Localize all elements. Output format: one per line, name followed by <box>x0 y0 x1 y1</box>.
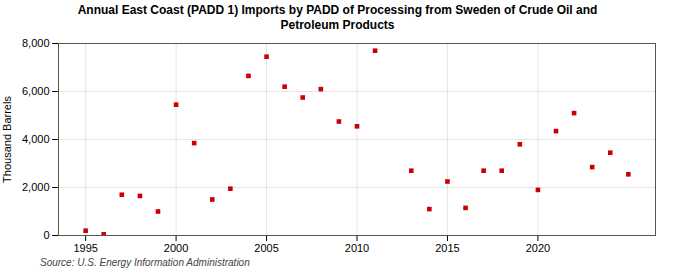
svg-text:8,000: 8,000 <box>22 37 50 49</box>
svg-text:2015: 2015 <box>435 242 459 254</box>
svg-text:2000: 2000 <box>164 242 188 254</box>
svg-text:2010: 2010 <box>345 242 369 254</box>
svg-text:2020: 2020 <box>526 242 550 254</box>
svg-text:1995: 1995 <box>73 242 97 254</box>
svg-text:6,000: 6,000 <box>22 85 50 97</box>
svg-text:2,000: 2,000 <box>22 181 50 193</box>
svg-text:4,000: 4,000 <box>22 133 50 145</box>
svg-text:Thousand Barrels: Thousand Barrels <box>1 96 13 183</box>
svg-text:0: 0 <box>43 229 49 241</box>
html-text:Annual East Coast (PADD 1) Imp: Annual East Coast (PADD 1) Imports by PA… <box>77 3 598 32</box>
svg-text:2005: 2005 <box>254 242 278 254</box>
html-text:Source: U.S. Energy Informatio: Source: U.S. Energy Information Administ… <box>40 257 250 268</box>
